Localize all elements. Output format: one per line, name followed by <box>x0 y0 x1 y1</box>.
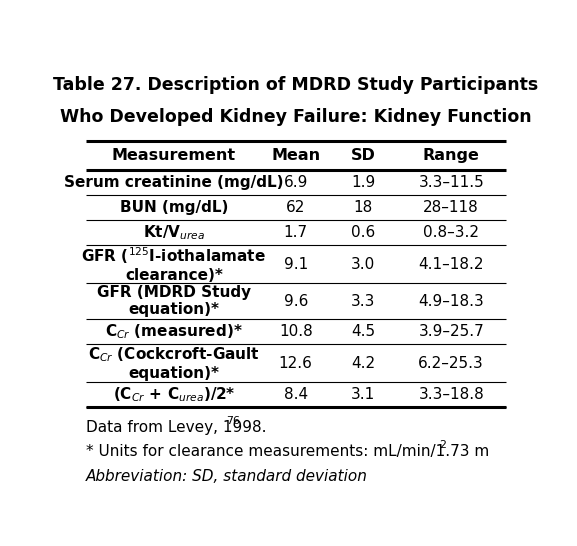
Text: (C$_{Cr}$ + C$_{urea}$)/2*: (C$_{Cr}$ + C$_{urea}$)/2* <box>113 385 235 404</box>
Text: 3.0: 3.0 <box>351 257 375 272</box>
Text: 3.3–18.8: 3.3–18.8 <box>418 387 484 402</box>
Text: 4.2: 4.2 <box>351 355 375 371</box>
Text: 2: 2 <box>439 440 445 450</box>
Text: 3.3: 3.3 <box>351 294 375 308</box>
Text: Mean: Mean <box>271 148 320 163</box>
Text: 4.9–18.3: 4.9–18.3 <box>418 294 484 308</box>
Text: 76: 76 <box>226 416 241 426</box>
Text: 4.1–18.2: 4.1–18.2 <box>418 257 484 272</box>
Text: GFR ($^{125}$I-iothalamate
clearance)*: GFR ($^{125}$I-iothalamate clearance)* <box>81 245 266 283</box>
Text: 0.8–3.2: 0.8–3.2 <box>424 225 479 240</box>
Text: Serum creatinine (mg/dL): Serum creatinine (mg/dL) <box>64 175 283 190</box>
Text: 9.6: 9.6 <box>283 294 308 308</box>
Text: GFR (MDRD Study
equation)*: GFR (MDRD Study equation)* <box>97 285 251 317</box>
Text: Kt/V$_{urea}$: Kt/V$_{urea}$ <box>143 223 205 242</box>
Text: 3.3–11.5: 3.3–11.5 <box>418 175 484 190</box>
Text: 12.6: 12.6 <box>279 355 313 371</box>
Text: 4.5: 4.5 <box>351 324 375 339</box>
Text: 3.1: 3.1 <box>351 387 375 402</box>
Text: C$_{Cr}$ (measured)*: C$_{Cr}$ (measured)* <box>105 322 243 341</box>
Text: 1.7: 1.7 <box>284 225 308 240</box>
Text: 10.8: 10.8 <box>279 324 313 339</box>
Text: 9.1: 9.1 <box>283 257 308 272</box>
Text: * Units for clearance measurements: mL/min/1.73 m: * Units for clearance measurements: mL/m… <box>85 444 489 459</box>
Text: SD: SD <box>351 148 376 163</box>
Text: Measurement: Measurement <box>112 148 236 163</box>
Text: Table 27. Description of MDRD Study Participants: Table 27. Description of MDRD Study Part… <box>53 76 538 94</box>
Text: 8.4: 8.4 <box>284 387 308 402</box>
Text: Data from Levey, 1998.: Data from Levey, 1998. <box>85 420 266 435</box>
Text: Range: Range <box>423 148 479 163</box>
Text: C$_{Cr}$ (Cockcroft-Gault
equation)*: C$_{Cr}$ (Cockcroft-Gault equation)* <box>88 345 260 381</box>
Text: 6.2–25.3: 6.2–25.3 <box>418 355 484 371</box>
Text: 28–118: 28–118 <box>424 200 479 215</box>
Text: 3.9–25.7: 3.9–25.7 <box>418 324 484 339</box>
Text: 18: 18 <box>353 200 373 215</box>
Text: 0.6: 0.6 <box>351 225 375 240</box>
Text: Abbreviation: SD, standard deviation: Abbreviation: SD, standard deviation <box>85 468 368 484</box>
Text: Who Developed Kidney Failure: Kidney Function: Who Developed Kidney Failure: Kidney Fun… <box>60 108 531 126</box>
Text: 1.9: 1.9 <box>351 175 375 190</box>
Text: BUN (mg/dL): BUN (mg/dL) <box>119 200 228 215</box>
Text: 62: 62 <box>286 200 305 215</box>
Text: 6.9: 6.9 <box>283 175 308 190</box>
